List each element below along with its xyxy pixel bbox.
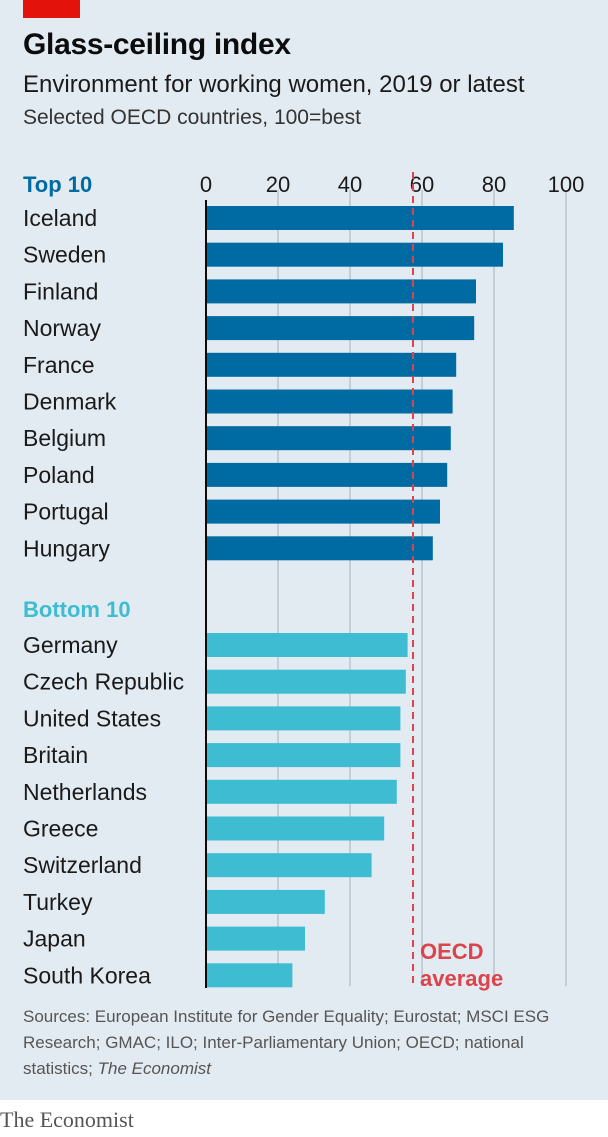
category-label: Netherlands [23,779,147,805]
bar [206,743,401,768]
source-note: Sources: European Institute for Gender E… [23,1004,593,1082]
category-label: Norway [23,315,101,341]
chart-title: Glass-ceiling index [23,28,291,61]
x-tick-label: 20 [266,172,290,197]
category-label: Hungary [23,535,110,561]
category-label: Japan [23,926,86,952]
bar [206,536,433,561]
source-italic: The Economist [97,1059,212,1078]
category-label: United States [23,705,161,731]
bar [206,242,503,267]
bar [206,352,457,377]
bar [206,926,305,951]
category-label: Germany [23,632,118,658]
x-tick-label: 0 [200,172,212,197]
category-label: Belgium [23,425,106,451]
brand-red-tag [23,0,80,18]
footer-brand: The Economist [0,1107,134,1132]
bar [206,963,293,988]
x-tick-label: 100 [548,172,585,197]
category-label: South Korea [23,962,151,988]
bar [206,426,451,451]
reference-label: average [420,966,503,991]
category-label: Britain [23,742,88,768]
x-tick-label: 80 [482,172,506,197]
category-label: Czech Republic [23,669,184,695]
category-label: Denmark [23,389,117,415]
x-tick-label: 40 [338,172,362,197]
category-label: Poland [23,462,95,488]
bar [206,279,476,304]
category-label: France [23,352,95,378]
bar [206,633,408,657]
bar [206,389,453,414]
bar [206,889,325,914]
category-label: Greece [23,816,98,842]
bar [206,706,401,731]
category-label: Switzerland [23,852,142,878]
reference-label: OECD [420,939,484,964]
group-header: Bottom 10 [23,597,131,622]
bar [206,206,514,230]
category-label: Turkey [23,889,93,915]
group-header: Top 10 [23,172,92,197]
bar [206,853,372,878]
chart-note: Selected OECD countries, 100=best [23,106,361,129]
source-text: Sources: European Institute for Gender E… [23,1007,550,1078]
bar [206,316,475,341]
category-label: Iceland [23,205,97,231]
chart-panel: Glass-ceiling index Environment for work… [0,0,608,1100]
category-label: Portugal [23,499,109,525]
category-label: Finland [23,278,98,304]
bar [206,499,440,524]
bar [206,462,448,487]
chart-subtitle: Environment for working women, 2019 or l… [23,71,525,98]
bar [206,779,397,804]
bar [206,816,385,841]
bar [206,669,406,694]
category-label: Sweden [23,242,106,268]
